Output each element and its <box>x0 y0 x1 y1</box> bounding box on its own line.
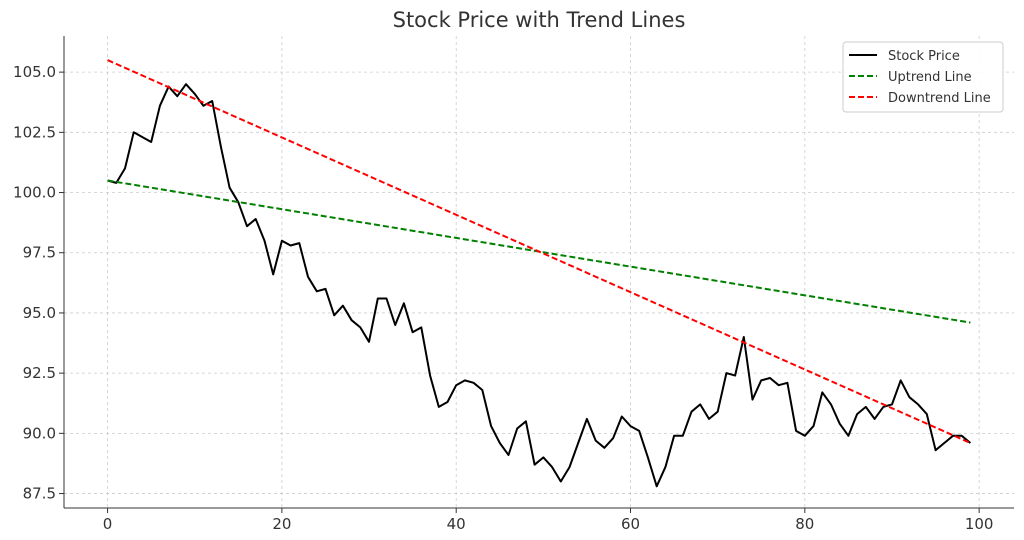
series-layer <box>107 59 972 488</box>
y-tick-label: 100.0 <box>13 184 56 202</box>
y-tick-label: 105.0 <box>13 63 56 81</box>
legend-label-uptrend-line: Uptrend Line <box>888 70 972 85</box>
x-tick-label: 100 <box>965 515 994 533</box>
legend-box <box>842 41 1004 113</box>
downtrend-line-line <box>107 59 971 444</box>
y-tick-label: 102.5 <box>13 123 56 141</box>
grid-layer <box>64 36 1014 508</box>
x-tick-label: 60 <box>621 515 640 533</box>
y-tick-label: 97.5 <box>23 244 56 262</box>
x-tick-label: 0 <box>103 515 113 533</box>
stock-price-line <box>107 83 972 488</box>
y-tick-label: 92.5 <box>23 364 56 382</box>
y-tick-label: 90.0 <box>23 424 56 442</box>
legend-label-downtrend-line: Downtrend Line <box>888 91 991 106</box>
y-tick-label: 95.0 <box>23 304 56 322</box>
x-tick-label: 80 <box>795 515 814 533</box>
legend: Stock Price Uptrend Line Downtrend Line <box>842 41 1004 113</box>
y-tick-label: 87.5 <box>23 485 56 503</box>
x-tick-label: 40 <box>447 515 466 533</box>
x-tick-label: 20 <box>272 515 291 533</box>
chart-title: Stock Price with Trend Lines <box>393 8 686 32</box>
legend-label-stock-price: Stock Price <box>888 49 960 64</box>
axes-layer: 0 20 40 60 80 100 87.5 90.0 92.5 95.0 97.5 100.0 102… <box>13 36 1014 533</box>
